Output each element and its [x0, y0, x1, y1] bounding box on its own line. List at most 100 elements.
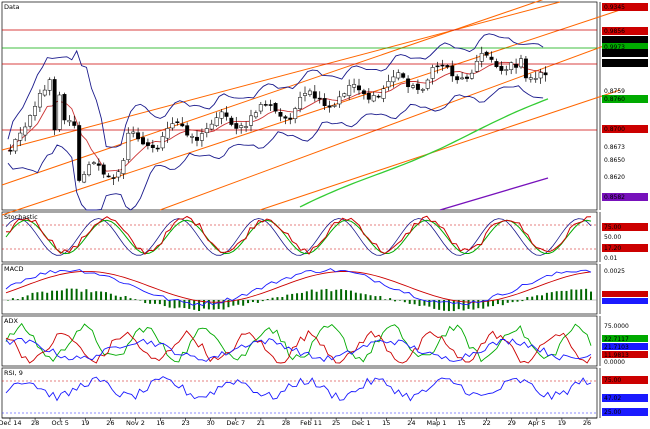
- macd-histogram-bar: [394, 300, 397, 302]
- x-tick-label: Dec 1: [352, 419, 371, 427]
- rsi-axis-label: 25.00: [604, 409, 621, 416]
- price-axis-box: [602, 36, 648, 44]
- macd-histogram-bar: [590, 291, 592, 300]
- price-axis-label: 0.8760: [604, 96, 625, 103]
- candle-body: [411, 85, 415, 88]
- x-tick-label: 26: [583, 419, 591, 427]
- macd-histogram-bar: [345, 290, 348, 300]
- macd-histogram-bar: [158, 300, 161, 305]
- stoch-axis-label: 50.00: [604, 234, 621, 241]
- x-tick-label: 15: [457, 419, 465, 427]
- candle-body: [381, 88, 386, 99]
- candle-body: [145, 142, 150, 146]
- macd-histogram-bar: [570, 289, 573, 300]
- macd-axis-label: 0.0025: [604, 268, 625, 275]
- macd-histogram-bar: [516, 300, 519, 302]
- candle-body: [322, 98, 327, 107]
- macd-histogram-bar: [114, 295, 117, 300]
- candle-body: [406, 78, 411, 88]
- stoch-axis-label: 17.20: [604, 245, 621, 252]
- macd-histogram-bar: [501, 300, 504, 306]
- adx-axis-label: 11.9813: [604, 352, 629, 359]
- macd-histogram-bar: [119, 296, 122, 300]
- macd-histogram-bar: [374, 296, 377, 300]
- macd-histogram-bar: [457, 300, 460, 310]
- adx-axis-label: 0.0000: [604, 359, 625, 366]
- price-axis-label: 0.8582: [604, 194, 625, 201]
- macd-histogram-bar: [144, 300, 147, 304]
- macd-histogram-bar: [183, 300, 186, 309]
- candle-body: [342, 93, 347, 97]
- candle-body: [150, 144, 155, 148]
- candle-body: [155, 147, 160, 150]
- stoch-axis-box: [602, 223, 648, 231]
- macd-histogram-bar: [511, 300, 514, 303]
- macd-histogram-bar: [364, 294, 367, 300]
- macd-histogram-bar: [398, 300, 401, 301]
- macd-histogram-bar: [472, 300, 475, 310]
- candle-body: [504, 69, 509, 71]
- macd-histogram-bar: [369, 295, 372, 300]
- macd-histogram-bar: [95, 291, 98, 300]
- macd-histogram-bar: [565, 290, 568, 300]
- candle-body: [514, 63, 519, 68]
- x-tick-label: Nov 2: [126, 419, 145, 427]
- macd-histogram-bar: [418, 300, 421, 306]
- macd-histogram-bar: [198, 300, 201, 312]
- macd-histogram-bar: [70, 288, 73, 300]
- candle-body: [111, 177, 116, 179]
- adx-axis-label: 22.7117: [604, 336, 629, 343]
- candle-body: [18, 132, 23, 141]
- macd-histogram-bar: [207, 300, 210, 310]
- adx-axis-label: 75.0000: [604, 323, 629, 330]
- x-tick-label: Dec 14: [0, 419, 21, 427]
- candle-body: [435, 65, 440, 68]
- macd-histogram-bar: [261, 300, 264, 302]
- macd-histogram-bar: [90, 292, 93, 300]
- macd-histogram-bar: [349, 290, 352, 300]
- macd-histogram-bar: [423, 300, 426, 306]
- x-tick-label: 15: [382, 419, 390, 427]
- macd-histogram-bar: [408, 300, 411, 304]
- candle-body: [96, 163, 101, 166]
- candle-body: [121, 160, 126, 174]
- price-axis-box: [602, 95, 648, 103]
- macd-histogram-bar: [109, 293, 112, 300]
- macd-histogram-bar: [247, 300, 250, 304]
- candle-body: [440, 64, 445, 67]
- candle-body: [371, 95, 376, 102]
- candle-body: [268, 104, 273, 106]
- candle-body: [263, 104, 268, 106]
- candle-body: [42, 89, 47, 96]
- candle-body: [37, 93, 42, 108]
- bollinger-lower: [7, 85, 544, 211]
- macd-histogram-bar: [389, 298, 392, 300]
- candle-body: [288, 117, 293, 120]
- x-tick-label: 24: [407, 419, 415, 427]
- candle-body: [386, 81, 391, 88]
- candle-body: [366, 92, 371, 100]
- price-axis-label: 0.8650: [604, 157, 625, 164]
- price-axis-label: 0.8700: [604, 126, 625, 133]
- stoch-axis-label: 75.00: [604, 224, 621, 231]
- macd-histogram-bar: [433, 300, 436, 309]
- macd-histogram-bar: [443, 300, 446, 311]
- candle-body: [337, 96, 342, 105]
- macd-histogram-bar: [403, 300, 406, 303]
- adx-axis-box: [602, 351, 648, 358]
- macd-histogram-bar: [55, 290, 58, 300]
- macd-histogram-bar: [227, 300, 230, 308]
- candle-body: [499, 65, 504, 71]
- macd-histogram-bar: [384, 299, 387, 300]
- rsi-axis-box: [602, 408, 648, 416]
- macd-histogram-bar: [545, 292, 548, 300]
- macd-histogram-bar: [31, 292, 34, 300]
- candle-body: [430, 67, 435, 79]
- candle-body: [278, 112, 283, 117]
- x-tick-label: 23: [181, 419, 189, 427]
- candle-body: [273, 103, 278, 112]
- candle-body: [106, 175, 111, 178]
- macd-histogram-bar: [496, 300, 499, 305]
- macd-histogram-bar: [487, 300, 490, 307]
- price-axis-label: 0.8620: [604, 174, 625, 181]
